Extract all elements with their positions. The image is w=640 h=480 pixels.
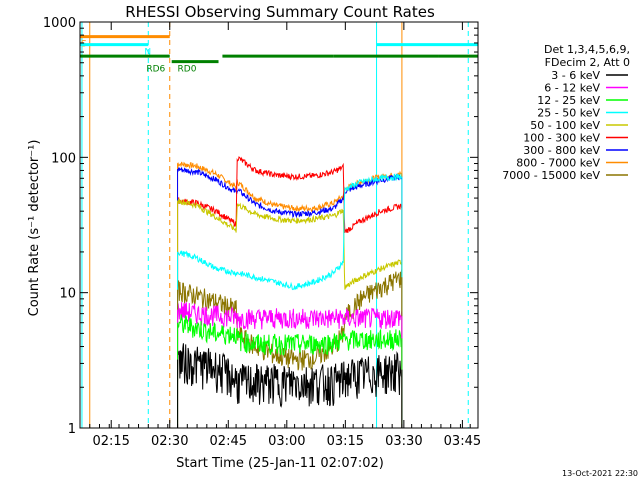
series-line-6 [177,302,403,330]
legend-label-1: 6 - 12 keV [544,82,600,95]
series-line-8 [177,343,403,408]
y-axis-label: Count Rate (s⁻¹ detector⁻¹) [27,140,42,317]
y-tick-label-3: 1000 [43,16,76,31]
series-line-0 [177,161,403,212]
x-tick-label-2: 02:45 [210,434,247,449]
legend-label-2: 12 - 25 keV [537,94,600,107]
plot-frame [79,21,479,429]
series-group [177,156,403,428]
flag-night-label-0: N [144,48,151,58]
legend-header-1: FDecim 2, Att 0 [545,56,630,69]
legend-label-7: 800 - 7000 keV [516,157,600,170]
status-flag-bars: SNRD6RD0 [80,35,478,75]
legend-label-0: 3 - 6 keV [551,69,600,82]
x-tick-label-4: 03:15 [327,434,364,449]
y-tick-label-1: 10 [59,287,76,302]
series-line-7 [177,314,403,356]
axis-ticks: 1 10 100 1000 02:15 02:30 02:45 03:00 03:15 03:30… [43,16,481,449]
legend-label-5: 100 - 300 keV [523,132,600,145]
x-tick-label-6: 03:45 [444,434,481,449]
legend-label-6: 300 - 800 keV [523,144,600,157]
series-line-4 [177,172,403,291]
series-line-5 [177,269,403,371]
footer-timestamp: 13-Oct-2021 22:30 [562,469,638,478]
legend-label-8: 7000 - 15000 keV [502,169,600,182]
chart-title: RHESSI Observing Summary Count Rates [125,3,435,21]
series-line-2 [177,156,403,233]
x-tick-label-0: 02:15 [92,434,129,449]
flag-decimation-label-0: RD6 [146,65,165,75]
x-tick-label-5: 03:30 [385,434,422,449]
x-tick-label-3: 03:00 [268,434,305,449]
x-tick-label-1: 02:30 [151,434,188,449]
legend-label-3: 25 - 50 keV [537,107,600,120]
legend: Det 1,3,4,5,6,9,FDecim 2, Att 03 - 6 keV… [502,43,630,182]
x-axis-label: Start Time (25-Jan-11 02:07:02) [176,456,384,471]
y-tick-label-2: 100 [51,151,76,166]
legend-header-0: Det 1,3,4,5,6,9, [544,43,630,56]
flag-decimation-label-1: RD0 [178,65,197,75]
series-line-3 [177,197,403,290]
legend-label-4: 50 - 100 keV [530,119,600,132]
y-tick-label-0: 1 [68,422,76,437]
